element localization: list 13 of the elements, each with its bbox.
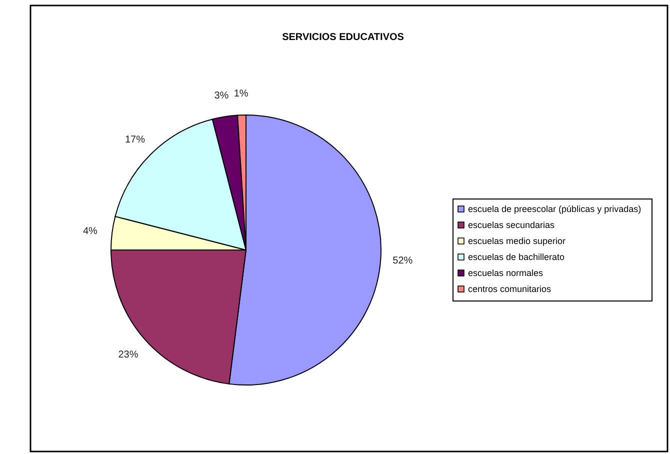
legend-label: escuelas secundarias (468, 220, 556, 230)
data-label: 17% (124, 134, 146, 146)
legend-label: escuelas normales (468, 268, 544, 278)
data-label: 23% (118, 349, 138, 360)
data-label: 4% (83, 226, 98, 237)
legend-label: escuela de preescolar (públicas y privadas) (468, 204, 642, 214)
data-label: 3% (214, 90, 229, 102)
chart-title: SERVICIOS EDUCATIVOS (282, 32, 404, 43)
data-label: 1% (234, 88, 248, 100)
legend-label: escuelas medio superior (468, 236, 566, 246)
legend-label: escuelas de bachillerato (468, 252, 565, 262)
data-label: 52% (392, 255, 413, 266)
legend-label: centros comunitarios (468, 284, 552, 294)
